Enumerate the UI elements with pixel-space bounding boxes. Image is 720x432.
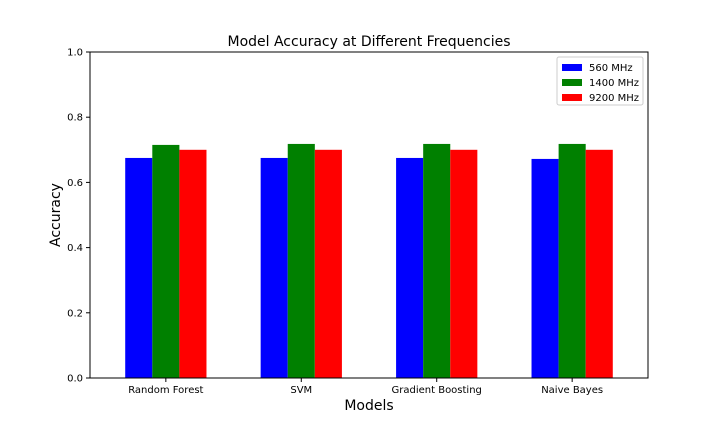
bar-560-mhz-1 [260, 157, 288, 378]
legend-swatch [562, 94, 582, 101]
bar-1400-mhz-1 [287, 143, 315, 378]
y-axis: 0.0 0.2 0.4 0.6 0.8 1.0 [67, 48, 90, 385]
bar-9200-mhz-2 [450, 149, 478, 378]
legend-label: 560 MHz [589, 63, 633, 74]
y-tick-label: 0.2 [67, 308, 83, 319]
bar-9200-mhz-3 [585, 149, 613, 378]
bar-560-mhz-0 [125, 157, 153, 378]
legend: 560 MHz 1400 MHz 9200 MHz [556, 56, 644, 106]
legend-label: 9200 MHz [589, 93, 639, 104]
plot-area [125, 143, 613, 378]
x-tick-label: SVM [290, 385, 312, 396]
chart-title: Model Accuracy at Different Frequencies [227, 34, 510, 50]
bar-560-mhz-2 [396, 157, 424, 378]
y-tick-label: 0.4 [67, 243, 83, 254]
bar-1400-mhz-3 [558, 143, 586, 378]
bar-9200-mhz-1 [314, 149, 342, 378]
x-tick-label: Random Forest [128, 385, 203, 396]
bar-9200-mhz-0 [179, 149, 207, 378]
plot-frame [89, 51, 649, 379]
x-axis-title: Models [344, 398, 393, 414]
bar-1400-mhz-2 [423, 143, 451, 378]
y-tick-label: 0.6 [67, 178, 83, 189]
bar-1400-mhz-0 [152, 144, 180, 378]
x-tick-label: Gradient Boosting [392, 385, 482, 396]
y-tick-label: 1.0 [67, 48, 83, 59]
legend-swatch [562, 64, 582, 71]
x-tick-label: Naive Bayes [541, 385, 603, 396]
legend-swatch [562, 79, 582, 86]
y-tick-label: 0.8 [67, 113, 83, 124]
y-tick-label: 0.0 [67, 374, 83, 385]
bar-560-mhz-3 [531, 158, 559, 378]
y-axis-title: Accuracy [48, 183, 64, 247]
x-axis: Random Forest SVM Gradient Boosting Naive B… [128, 378, 603, 396]
legend-label: 1400 MHz [589, 78, 639, 89]
